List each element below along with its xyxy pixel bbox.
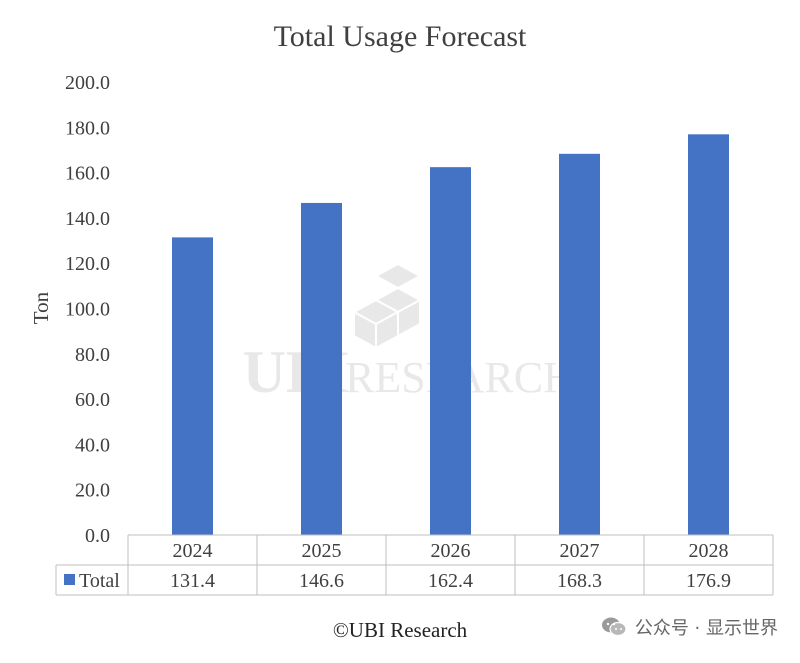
chart-title: Total Usage Forecast: [274, 20, 527, 53]
data-label: 131.4: [170, 570, 215, 592]
bar: [301, 202, 342, 536]
y-tick-label: 100.0: [65, 299, 110, 321]
watermark: UBI RESEARCH: [243, 262, 575, 405]
cube-logo-icon: [351, 262, 423, 350]
data-label: 162.4: [428, 570, 473, 592]
legend-label: Total: [79, 570, 120, 592]
data-label: 146.6: [299, 570, 344, 592]
x-tick-label: 2024: [173, 540, 213, 562]
bar: [559, 153, 600, 535]
bar: [172, 237, 213, 535]
y-tick-label: 0.0: [85, 525, 110, 547]
y-tick-label: 180.0: [65, 117, 110, 139]
y-axis-label: Ton: [29, 291, 53, 324]
y-tick-label: 80.0: [75, 344, 110, 366]
wechat-label: 公众号 · 显示世界: [634, 618, 778, 639]
bar-series: [172, 134, 729, 536]
bar: [688, 134, 729, 535]
data-label: 176.9: [686, 570, 731, 592]
x-tick-label: 2027: [560, 540, 600, 562]
y-tick-label: 60.0: [75, 389, 110, 411]
x-tick-label: 2025: [302, 540, 342, 562]
wechat-badge: 公众号 · 显示世界: [601, 614, 778, 640]
y-axis: 0.0 20.0 40.0 60.0 80.0 100.0 120.0 140.0 160.0 1…: [65, 72, 110, 547]
data-label: 168.3: [557, 570, 602, 592]
y-tick-label: 140.0: [65, 208, 110, 230]
y-tick-label: 20.0: [75, 480, 110, 502]
x-tick-label: 2026: [431, 540, 471, 562]
x-tick-label: 2028: [689, 540, 729, 562]
y-tick-label: 120.0: [65, 253, 110, 275]
y-tick-label: 200.0: [65, 72, 110, 94]
wechat-icon: [601, 617, 627, 637]
y-tick-label: 160.0: [65, 163, 110, 185]
copyright-caption: ©UBI Research: [332, 618, 468, 642]
data-table: 2024 131.4 2025 146.6 2026 162.4 2027 168.3 2028…: [55, 534, 774, 596]
legend-swatch: [64, 574, 75, 585]
y-tick-label: 40.0: [75, 434, 110, 456]
bar: [430, 167, 471, 535]
